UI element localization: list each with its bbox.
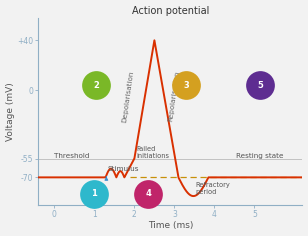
Text: 2: 2 <box>93 80 99 90</box>
Text: Resting state: Resting state <box>237 152 284 159</box>
Text: Repolarisation: Repolarisation <box>167 70 180 122</box>
Text: 3: 3 <box>184 80 189 90</box>
Point <box>94 83 99 87</box>
Point <box>184 83 189 87</box>
Point <box>92 192 97 195</box>
Point <box>258 83 263 87</box>
Text: 4: 4 <box>145 189 151 198</box>
Y-axis label: Voltage (mV): Voltage (mV) <box>6 82 14 141</box>
Text: Failed
initiations: Failed initiations <box>136 146 169 159</box>
Text: 5: 5 <box>257 80 263 90</box>
Text: Depolarisation: Depolarisation <box>122 70 135 123</box>
Text: Refractory
period: Refractory period <box>195 182 230 195</box>
Text: 1: 1 <box>91 189 97 198</box>
X-axis label: Time (ms): Time (ms) <box>148 221 193 230</box>
Text: Threshold: Threshold <box>54 152 90 159</box>
Text: Stimulus: Stimulus <box>107 166 139 172</box>
Title: Action potential: Action potential <box>132 6 209 16</box>
Point <box>146 192 151 195</box>
